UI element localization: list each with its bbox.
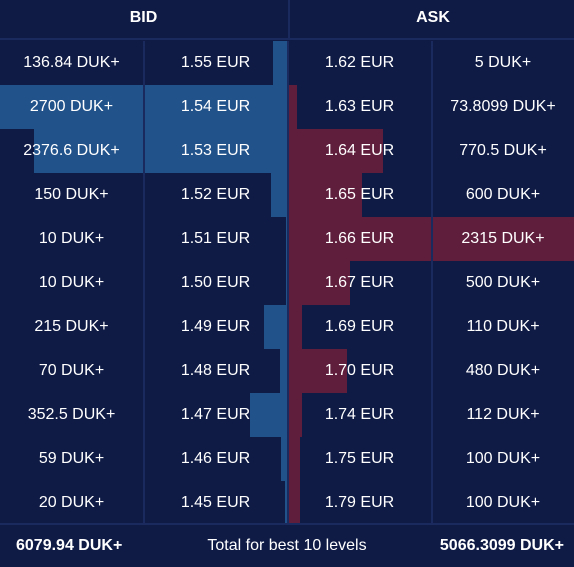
ask-price: 1.63 EUR [324,98,395,115]
ask-depth-bar [288,393,302,437]
ask-total: 5066.3099 DUK+ [439,537,564,554]
ask-quantity: 100 DUK+ [465,450,541,467]
order-book-row[interactable]: 10 DUK+ 1.50 EUR 1.67 EUR 500 DUK+ [0,261,574,305]
bid-depth-bar [34,129,287,173]
bid-quantity: 20 DUK+ [38,494,105,511]
ask-quantity: 480 DUK+ [465,362,541,379]
bid-quantity: 352.5 DUK+ [27,406,116,423]
order-book-row[interactable]: 136.84 DUK+ 1.55 EUR 1.62 EUR 5 DUK+ [0,41,574,85]
order-book-row[interactable]: 352.5 DUK+ 1.47 EUR 1.74 EUR 112 DUK+ [0,393,574,437]
bid-quantity: 10 DUK+ [38,274,105,291]
order-book-row[interactable]: 20 DUK+ 1.45 EUR 1.79 EUR 100 DUK+ [0,481,574,525]
bid-depth-bar [272,41,287,85]
bid-price: 1.49 EUR [180,318,251,335]
ask-quantity: 100 DUK+ [465,494,541,511]
bid-price: 1.50 EUR [180,274,251,291]
order-book-footer: Total for best 10 levels 6079.94 DUK+ 50… [0,523,574,560]
ask-price: 1.79 EUR [324,494,395,511]
bid-depth-bar [279,349,287,393]
bid-depth-bar [285,261,287,305]
order-book-rows: 136.84 DUK+ 1.55 EUR 1.62 EUR 5 DUK+ 2700 DU… [0,41,574,525]
ask-quantity: 2315 DUK+ [461,230,545,247]
bid-total: 6079.94 DUK+ [16,537,123,554]
ask-price: 1.74 EUR [324,406,395,423]
ask-price: 1.66 EUR [324,230,395,247]
column-divider [287,41,289,525]
order-book-row[interactable]: 215 DUK+ 1.49 EUR 1.69 EUR 110 DUK+ [0,305,574,349]
bid-header: BID [129,9,158,26]
order-book-row[interactable]: 2376.6 DUK+ 1.53 EUR 1.64 EUR 770.5 DUK+ [0,129,574,173]
ask-depth-bar [288,305,302,349]
bid-price: 1.48 EUR [180,362,251,379]
ask-price: 1.75 EUR [324,450,395,467]
bid-depth-bar [249,393,287,437]
ask-quantity: 73.8099 DUK+ [450,98,556,115]
order-book-row[interactable]: 70 DUK+ 1.48 EUR 1.70 EUR 480 DUK+ [0,349,574,393]
bid-price: 1.47 EUR [180,406,251,423]
bid-depth-bar [270,173,287,217]
ask-price: 1.69 EUR [324,318,395,335]
bid-quantity: 59 DUK+ [38,450,105,467]
ask-price: 1.64 EUR [324,142,395,159]
ask-depth-bar [288,173,363,217]
ask-quantity: 112 DUK+ [466,406,540,423]
ask-depth-bar [288,481,301,525]
bid-quantity: 150 DUK+ [34,186,109,203]
bid-depth-bar [280,437,287,481]
ask-depth-bar [288,129,384,173]
order-book-header: BID ASK [0,0,574,40]
bid-price: 1.54 EUR [180,98,251,115]
ask-depth-bar [288,261,350,305]
bid-quantity: 10 DUK+ [38,230,105,247]
column-divider [143,41,145,525]
bid-price: 1.51 EUR [180,230,251,247]
bid-price: 1.46 EUR [180,450,251,467]
order-book-row[interactable]: 150 DUK+ 1.52 EUR 1.65 EUR 600 DUK+ [0,173,574,217]
ask-price: 1.65 EUR [324,186,395,203]
bid-price: 1.55 EUR [180,54,251,71]
bid-depth-bar [285,217,287,261]
ask-quantity: 770.5 DUK+ [459,142,547,159]
ask-depth-bar [288,349,348,393]
bid-quantity: 136.84 DUK+ [23,54,120,71]
bid-price: 1.45 EUR [180,494,251,511]
order-book-row[interactable]: 59 DUK+ 1.46 EUR 1.75 EUR 100 DUK+ [0,437,574,481]
bid-price: 1.53 EUR [180,142,251,159]
bid-quantity: 2376.6 DUK+ [23,142,120,159]
ask-depth-bar [288,437,301,481]
column-divider [431,41,433,525]
bid-quantity: 2700 DUK+ [29,98,114,115]
ask-price: 1.67 EUR [324,274,395,291]
bid-depth-bar [284,481,287,525]
ask-header: ASK [288,0,574,38]
bid-quantity: 70 DUK+ [38,362,105,379]
ask-quantity: 110 DUK+ [466,318,540,335]
bid-quantity: 215 DUK+ [34,318,109,335]
ask-price: 1.62 EUR [324,54,395,71]
ask-quantity: 600 DUK+ [465,186,541,203]
ask-depth-bar [288,85,298,129]
ask-quantity: 500 DUK+ [465,274,541,291]
bid-price: 1.52 EUR [180,186,251,203]
bid-depth-bar [264,305,287,349]
totals-label: Total for best 10 levels [207,537,367,554]
ask-quantity: 5 DUK+ [474,54,532,71]
ask-price: 1.70 EUR [324,362,395,379]
